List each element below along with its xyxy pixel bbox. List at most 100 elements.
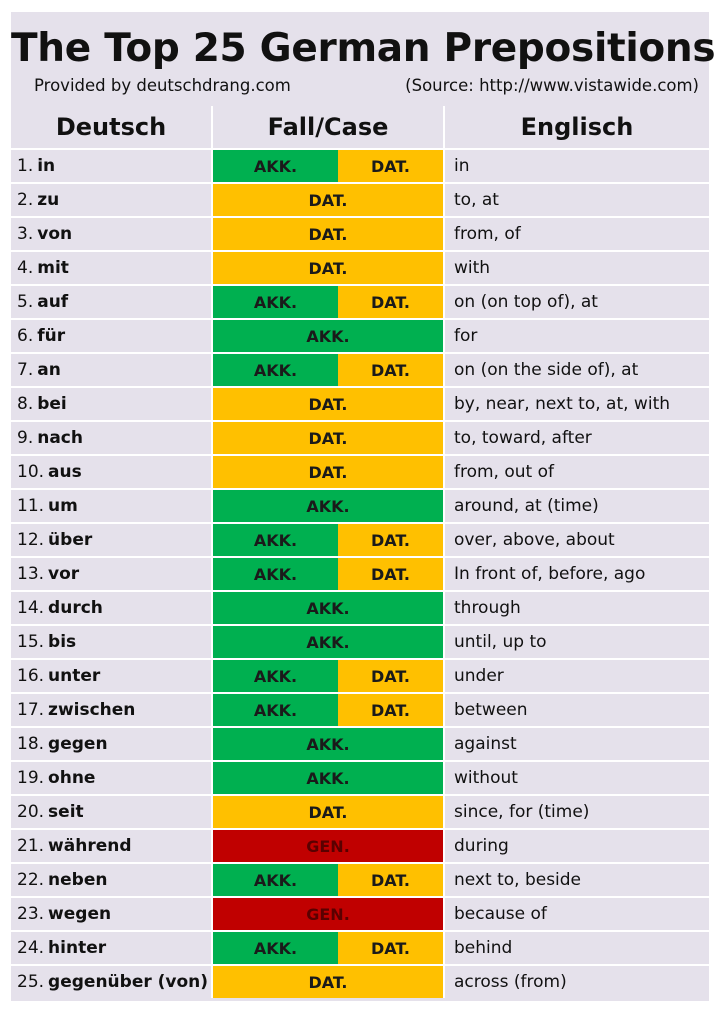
case-cell: AKK.	[213, 592, 445, 624]
case-badge-dat: DAT.	[213, 184, 443, 216]
table-body: 1. in AKK. DAT. in 2. zu DAT. to, at 3. von DAT. fro…	[11, 148, 709, 998]
english-cell: between	[454, 700, 528, 720]
preposition: gegen	[48, 734, 108, 754]
german-cell: 18. gegen	[11, 728, 213, 760]
table-row: 15. bis AKK. until, up to	[11, 624, 709, 658]
english-cell: to, at	[454, 190, 499, 210]
case-cell: DAT.	[213, 218, 445, 250]
preposition: auf	[37, 292, 69, 312]
table-row: 17. zwischen AKK. DAT. between	[11, 692, 709, 726]
case-cell: AKK. DAT.	[213, 150, 445, 182]
row-number: 7.	[17, 360, 34, 380]
table-row: 13. vor AKK. DAT. In front of, before, ago	[11, 556, 709, 590]
row-number: 3.	[17, 224, 34, 244]
preposition: in	[37, 156, 56, 176]
case-cell: DAT.	[213, 966, 445, 998]
table-row: 5. auf AKK. DAT. on (on top of), at	[11, 284, 709, 318]
english-cell: from, out of	[454, 462, 554, 482]
table-row: 8. bei DAT. by, near, next to, at, with	[11, 386, 709, 420]
case-cell: DAT.	[213, 252, 445, 284]
case-cell: AKK.	[213, 320, 445, 352]
preposition: um	[48, 496, 78, 516]
case-badge-dat: DAT.	[338, 558, 443, 590]
case-cell: AKK. DAT.	[213, 694, 445, 726]
case-badge-akk: AKK.	[213, 728, 443, 760]
table-row: 3. von DAT. from, of	[11, 216, 709, 250]
row-number: 18.	[17, 734, 45, 754]
german-cell: 22. neben	[11, 864, 213, 896]
preposition: an	[37, 360, 61, 380]
prepositions-table: Deutsch Fall/Case Englisch 1. in AKK. DAT. i…	[11, 106, 709, 998]
table-row: 19. ohne AKK. without	[11, 760, 709, 794]
german-cell: 14. durch	[11, 592, 213, 624]
case-badge-akk: AKK.	[213, 524, 338, 556]
german-cell: 11. um	[11, 490, 213, 522]
english-cell: because of	[454, 904, 547, 924]
case-badge-akk: AKK.	[213, 626, 443, 658]
row-number: 25.	[17, 972, 45, 992]
case-badge-akk: AKK.	[213, 660, 338, 692]
english-cell: with	[454, 258, 491, 278]
header-englisch: Englisch	[520, 113, 634, 141]
row-number: 16.	[17, 666, 45, 686]
german-cell: 13. vor	[11, 558, 213, 590]
german-cell: 17. zwischen	[11, 694, 213, 726]
case-badge-akk: AKK.	[213, 694, 338, 726]
german-cell: 4. mit	[11, 252, 213, 284]
row-number: 9.	[17, 428, 34, 448]
english-cell: under	[454, 666, 504, 686]
german-cell: 9. nach	[11, 422, 213, 454]
case-cell: AKK.	[213, 762, 445, 794]
table-row: 16. unter AKK. DAT. under	[11, 658, 709, 692]
case-badge-dat: DAT.	[338, 524, 443, 556]
preposition: hinter	[48, 938, 107, 958]
table-row: 2. zu DAT. to, at	[11, 182, 709, 216]
case-cell: AKK.	[213, 626, 445, 658]
row-number: 17.	[17, 700, 45, 720]
case-badge-gen: GEN.	[213, 830, 443, 862]
row-number: 12.	[17, 530, 45, 550]
german-cell: 12. über	[11, 524, 213, 556]
table-row: 9. nach DAT. to, toward, after	[11, 420, 709, 454]
table-row: 25. gegenüber (von) DAT. across (from)	[11, 964, 709, 998]
english-cell: through	[454, 598, 521, 618]
credit-provider: Provided by deutschdrang.com	[34, 76, 291, 95]
poster: The Top 25 German Prepositions Provided …	[11, 12, 716, 1001]
english-cell: for	[454, 326, 478, 346]
table-row: 18. gegen AKK. against	[11, 726, 709, 760]
preposition: über	[48, 530, 93, 550]
german-cell: 1. in	[11, 150, 213, 182]
case-badge-akk: AKK.	[213, 150, 338, 182]
case-cell: DAT.	[213, 388, 445, 420]
table-row: 6. für AKK. for	[11, 318, 709, 352]
english-cell: in	[454, 156, 470, 176]
german-cell: 20. seit	[11, 796, 213, 828]
preposition: bis	[48, 632, 77, 652]
preposition: aus	[48, 462, 82, 482]
case-cell: AKK. DAT.	[213, 558, 445, 590]
case-badge-akk: AKK.	[213, 558, 338, 590]
english-cell: over, above, about	[454, 530, 615, 550]
german-cell: 8. bei	[11, 388, 213, 420]
case-badge-akk: AKK.	[213, 762, 443, 794]
row-number: 10.	[17, 462, 45, 482]
case-badge-akk: AKK.	[213, 592, 443, 624]
preposition: bei	[37, 394, 67, 414]
preposition: für	[37, 326, 66, 346]
case-cell: DAT.	[213, 456, 445, 488]
preposition: wegen	[48, 904, 112, 924]
german-cell: 6. für	[11, 320, 213, 352]
german-cell: 10. aus	[11, 456, 213, 488]
case-badge-dat: DAT.	[338, 286, 443, 318]
table-row: 4. mit DAT. with	[11, 250, 709, 284]
case-cell: AKK.	[213, 490, 445, 522]
case-badge-dat: DAT.	[338, 864, 443, 896]
table-row: 21. während GEN. during	[11, 828, 709, 862]
table-row: 23. wegen GEN. because of	[11, 896, 709, 930]
row-number: 14.	[17, 598, 45, 618]
english-cell: since, for (time)	[454, 802, 590, 822]
table-row: 7. an AKK. DAT. on (on the side of), at	[11, 352, 709, 386]
preposition: von	[37, 224, 73, 244]
preposition: ohne	[48, 768, 96, 788]
case-badge-dat: DAT.	[213, 422, 443, 454]
